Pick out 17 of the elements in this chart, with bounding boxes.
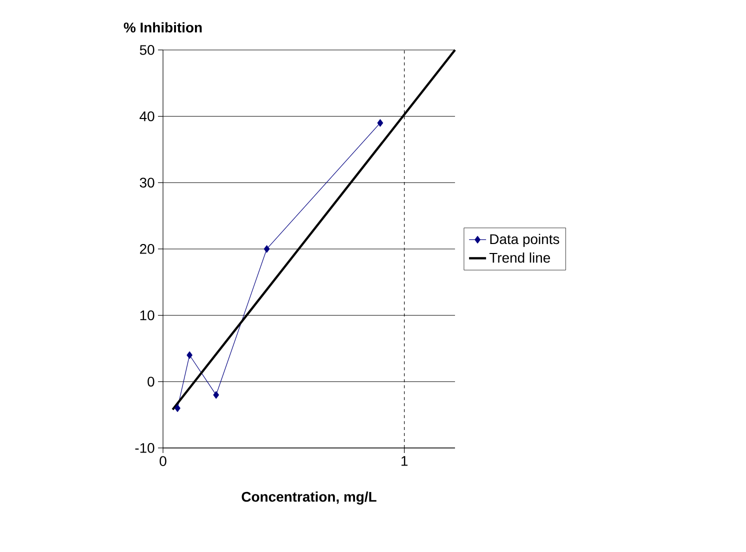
legend-label: Trend line [489, 252, 550, 263]
x-tick-label: 1 [402, 456, 408, 466]
y-tick-label: 50 [140, 45, 154, 55]
point [377, 119, 384, 127]
point [264, 245, 270, 253]
y-tick-label: -10 [135, 443, 154, 453]
y-axis-title: % Inhibition [124, 22, 202, 32]
y-tick-label: 30 [140, 178, 154, 188]
y-tick-label: 10 [140, 310, 154, 320]
point [174, 404, 180, 412]
y-tick-label: 40 [140, 111, 154, 122]
point [186, 351, 192, 359]
x-axis-title: Concentration, mg/L [242, 492, 376, 505]
y-tick-label: 0 [148, 376, 154, 387]
legend-label: Data points [490, 234, 560, 247]
y-tick-label: 20 [140, 244, 154, 254]
point [213, 391, 220, 399]
